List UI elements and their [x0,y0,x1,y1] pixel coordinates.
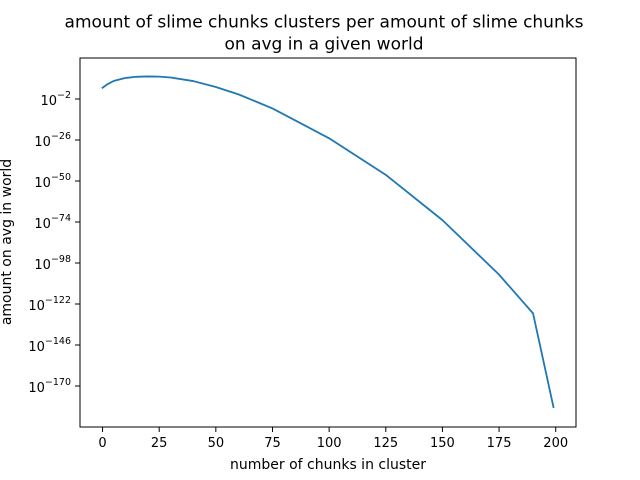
y-axis-label: amount on avg in world [0,159,15,325]
plot-frame [79,57,577,428]
y-axis-ticks: 10−2 10−26 10−50 10−74 10−98 10−122 10−146 10−1… [28,90,80,396]
y-tick-label: 10−122 [28,295,71,314]
x-tick-label: 175 [487,436,512,451]
y-tick-label: 10−74 [34,213,71,232]
x-tick-label: 50 [208,436,225,451]
y-tick-label: 10−2 [40,90,71,109]
y-tick-label: 10−26 [34,131,71,150]
series-line [101,75,555,409]
x-tick-label: 0 [98,436,106,451]
y-tick-label: 10−98 [34,254,71,273]
x-tick-label: 100 [317,436,342,451]
x-tick-label: 150 [430,436,455,451]
plot-area [101,75,555,409]
y-tick-label: 10−146 [28,336,71,355]
x-tick-label: 75 [264,436,281,451]
x-tick-label: 125 [373,436,398,451]
x-tick-label: 200 [543,436,568,451]
y-tick-label: 10−50 [34,172,71,191]
y-tick-label: 10−170 [28,377,71,396]
chart-title-line-1: amount of slime chunks clusters per amou… [65,13,584,33]
chart-title-line-2: on avg in a given world [225,35,424,55]
x-axis-ticks: 0 25 50 75 100 125 150 175 200 [98,427,568,451]
x-axis-label: number of chunks in cluster [230,457,426,473]
x-tick-label: 25 [151,436,168,451]
